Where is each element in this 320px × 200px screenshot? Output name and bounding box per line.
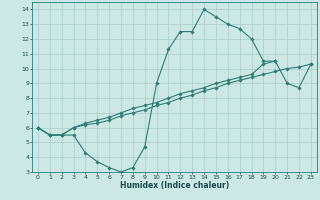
X-axis label: Humidex (Indice chaleur): Humidex (Indice chaleur) — [120, 181, 229, 190]
